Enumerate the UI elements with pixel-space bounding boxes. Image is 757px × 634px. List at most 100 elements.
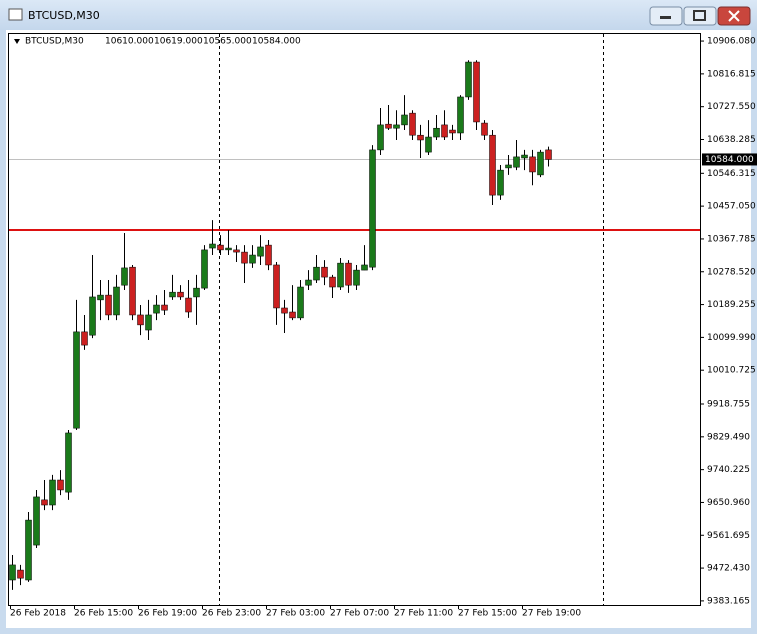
plot-border <box>8 33 701 606</box>
close-icon <box>728 10 740 22</box>
candle-body <box>505 164 512 169</box>
close-label: 10584.000 <box>252 37 301 47</box>
candle-body <box>353 269 360 286</box>
candle-body <box>361 264 368 271</box>
y-tick-label: 10816.815 <box>707 69 756 79</box>
candle-body <box>129 266 136 316</box>
candle-body <box>545 149 552 160</box>
window-title: BTCUSD,M30 <box>28 9 100 22</box>
candle-body <box>409 112 416 136</box>
candle-body <box>281 307 288 314</box>
title-bar <box>0 0 757 30</box>
candle-body <box>345 262 352 286</box>
x-tick-label: 27 Feb 03:00 <box>266 609 325 619</box>
candle-body <box>81 331 88 346</box>
y-tick-label: 9740.225 <box>707 465 750 475</box>
y-tick-label: 9472.430 <box>707 564 750 574</box>
candle-body <box>297 286 304 319</box>
candle-body <box>321 266 328 278</box>
x-tick-label: 26 Feb 2018 <box>10 609 66 619</box>
candle-body <box>513 156 520 168</box>
candle-body <box>17 569 24 579</box>
candle-body <box>185 297 192 313</box>
candle-body <box>177 291 184 298</box>
candle-body <box>49 479 56 506</box>
candle-body <box>329 276 336 288</box>
plot <box>9 60 700 590</box>
y-tick-label: 10546.315 <box>707 169 756 179</box>
current-price-label: 10584.000 <box>705 155 754 165</box>
candle-body <box>241 251 248 264</box>
x-tick-label: 27 Feb 19:00 <box>522 609 581 619</box>
candle-body <box>465 61 472 98</box>
current-price-box <box>702 153 757 166</box>
candle-body <box>369 149 376 268</box>
candle-body <box>257 246 264 257</box>
candle-body <box>305 279 312 286</box>
open-label: 10610.000 <box>105 37 154 47</box>
candle-body <box>161 304 168 311</box>
candle-body <box>433 127 440 138</box>
candle-body <box>289 311 296 319</box>
candle-body <box>425 136 432 153</box>
y-tick-label: 10457.050 <box>707 202 756 212</box>
candle-body <box>41 499 48 506</box>
menu-arrow[interactable] <box>14 39 20 44</box>
y-tick-label: 10727.550 <box>707 102 756 112</box>
candle-body <box>65 432 72 493</box>
candle-body <box>249 254 256 264</box>
low-label: 10565.000 <box>203 37 252 47</box>
x-tick-label: 26 Feb 23:00 <box>202 609 261 619</box>
candle-body <box>169 291 176 298</box>
candle-body <box>33 496 40 546</box>
y-tick-label: 9918.755 <box>707 400 750 410</box>
candle-body <box>473 61 480 123</box>
candle-body <box>153 304 160 314</box>
y-tick-label: 9829.490 <box>707 432 750 442</box>
candle-body <box>441 124 448 138</box>
candle-body <box>273 264 280 309</box>
y-tick-label: 10638.285 <box>707 135 756 145</box>
y-tick-label: 9650.960 <box>707 498 750 508</box>
candle-body <box>537 151 544 176</box>
x-tick-label: 27 Feb 07:00 <box>330 609 389 619</box>
minimize-icon <box>660 16 671 19</box>
candle-body <box>217 244 224 251</box>
candle-body <box>233 249 240 253</box>
y-tick-label: 10010.725 <box>707 366 756 376</box>
candle-body <box>497 169 504 196</box>
symbol-label: BTCUSD,M30 <box>25 37 84 47</box>
candle-body <box>201 249 208 289</box>
candle-body <box>89 296 96 336</box>
x-tick-label: 27 Feb 15:00 <box>458 609 517 619</box>
y-tick-label: 10189.255 <box>707 300 756 310</box>
maximize-button[interactable] <box>683 6 717 26</box>
candle-body <box>57 479 64 491</box>
candle-body <box>449 129 456 134</box>
candle-body <box>401 114 408 126</box>
y-tick-label: 10099.990 <box>707 333 756 343</box>
candle-body <box>481 122 488 136</box>
candle-body <box>417 134 424 141</box>
candle-body <box>393 124 400 129</box>
candle-body <box>209 243 216 249</box>
y-tick-label: 9561.695 <box>707 531 750 541</box>
candle-body <box>457 96 464 134</box>
y-tick-label: 10367.785 <box>707 234 756 244</box>
candle-body <box>121 267 128 286</box>
high-label: 10619.000 <box>154 37 203 47</box>
candle-body <box>9 564 16 581</box>
window-icon <box>8 8 23 21</box>
maximize-icon <box>693 10 706 21</box>
candle-body <box>385 123 392 129</box>
candle-body <box>313 266 320 281</box>
candle-body <box>489 134 496 196</box>
candle-body <box>521 154 528 159</box>
candle-body <box>145 314 152 331</box>
candle-body <box>97 294 104 301</box>
x-tick-label: 26 Feb 19:00 <box>138 609 197 619</box>
x-tick-label: 27 Feb 11:00 <box>394 609 453 619</box>
candle-body <box>337 262 344 288</box>
